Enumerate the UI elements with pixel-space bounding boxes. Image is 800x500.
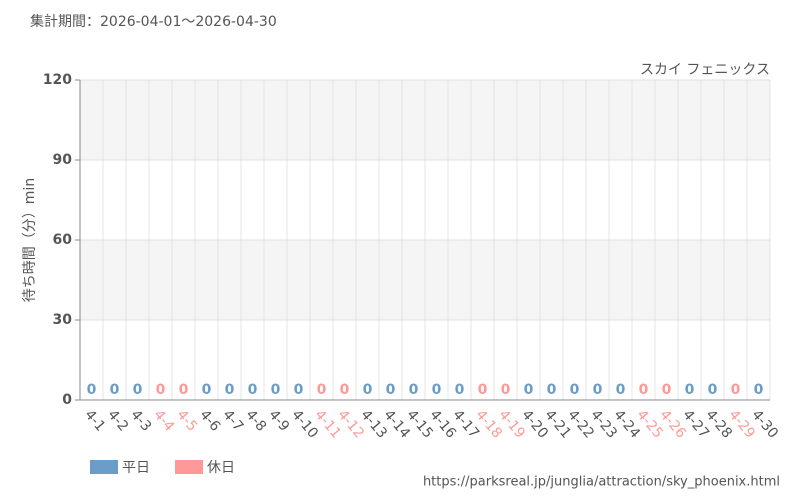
data-label: 0 bbox=[110, 382, 120, 398]
data-label: 0 bbox=[547, 382, 557, 398]
data-label: 0 bbox=[524, 382, 534, 398]
data-label: 0 bbox=[87, 382, 97, 398]
x-tick-label: 4-6 bbox=[196, 407, 223, 435]
data-label: 0 bbox=[570, 382, 580, 398]
data-label: 0 bbox=[662, 382, 672, 398]
data-label: 0 bbox=[225, 382, 235, 398]
y-tick-label: 30 bbox=[53, 312, 73, 328]
data-label: 0 bbox=[616, 382, 626, 398]
y-tick-label: 90 bbox=[53, 152, 73, 168]
x-tick-label: 4-5 bbox=[173, 407, 200, 435]
x-tick-label: 4-2 bbox=[104, 407, 131, 435]
legend-swatch bbox=[90, 460, 118, 474]
y-tick-label: 60 bbox=[53, 232, 73, 248]
legend-swatch bbox=[175, 460, 203, 474]
data-label: 0 bbox=[432, 382, 442, 398]
data-label: 0 bbox=[455, 382, 465, 398]
x-tick-label: 4-3 bbox=[127, 407, 154, 435]
legend-label: 休日 bbox=[207, 460, 235, 476]
data-label: 0 bbox=[248, 382, 258, 398]
data-label: 0 bbox=[317, 382, 327, 398]
data-label: 0 bbox=[294, 382, 304, 398]
data-label: 0 bbox=[271, 382, 281, 398]
chart-subtitle: スカイ フェニックス bbox=[640, 62, 770, 78]
x-tick-label: 4-1 bbox=[81, 407, 108, 435]
source-url: https://parksreal.jp/junglia/attraction/… bbox=[423, 475, 780, 490]
data-label: 0 bbox=[478, 382, 488, 398]
data-label: 0 bbox=[685, 382, 695, 398]
data-label: 0 bbox=[179, 382, 189, 398]
y-tick-label: 120 bbox=[43, 72, 72, 88]
x-tick-label: 4-9 bbox=[265, 407, 292, 435]
x-tick-label: 4-7 bbox=[219, 407, 246, 435]
y-axis-label: 待ち時間（分）min bbox=[22, 178, 38, 302]
data-label: 0 bbox=[340, 382, 350, 398]
data-label: 0 bbox=[133, 382, 143, 398]
data-label: 0 bbox=[202, 382, 212, 398]
data-label: 0 bbox=[501, 382, 511, 398]
data-label: 0 bbox=[593, 382, 603, 398]
x-tick-label: 4-4 bbox=[150, 407, 177, 435]
data-label: 0 bbox=[156, 382, 166, 398]
x-tick-label: 4-8 bbox=[242, 407, 269, 435]
chart-title: 集計期間：2026-04-01～2026-04-30 bbox=[30, 13, 277, 30]
data-label: 0 bbox=[731, 382, 741, 398]
y-tick-label: 0 bbox=[62, 392, 72, 408]
data-label: 0 bbox=[754, 382, 764, 398]
data-label: 0 bbox=[363, 382, 373, 398]
data-label: 0 bbox=[639, 382, 649, 398]
data-label: 0 bbox=[409, 382, 419, 398]
data-label: 0 bbox=[708, 382, 718, 398]
data-label: 0 bbox=[386, 382, 396, 398]
legend-label: 平日 bbox=[122, 460, 150, 476]
